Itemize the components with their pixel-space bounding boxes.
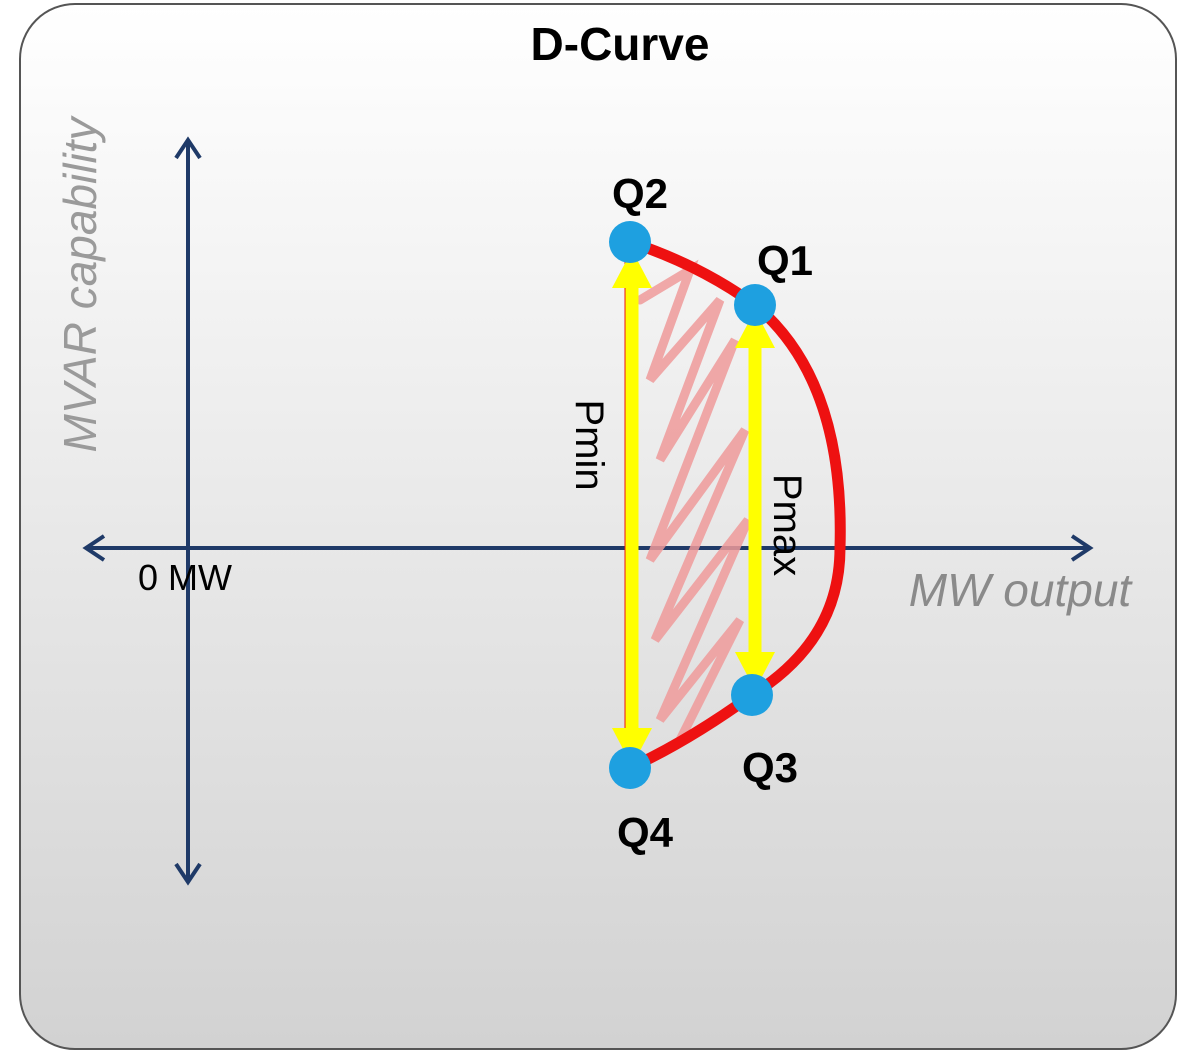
pmin-arrow <box>612 250 652 766</box>
point-label: Q2 <box>612 170 668 217</box>
pmax-arrow <box>735 310 775 690</box>
arrowhead <box>1070 534 1094 562</box>
point <box>734 284 776 326</box>
panel <box>19 3 1177 1050</box>
arrowhead <box>174 862 202 886</box>
arrowhead <box>174 136 202 160</box>
arrowhead <box>82 534 106 562</box>
d-curve <box>624 236 846 774</box>
point <box>609 747 651 789</box>
arrow-label: Pmin <box>567 399 611 490</box>
arrowhead <box>612 728 652 766</box>
title: D-Curve <box>531 18 710 70</box>
axes <box>82 136 1094 886</box>
arrowhead <box>735 652 775 690</box>
point <box>609 221 651 263</box>
x-axis-label: MW output <box>909 564 1134 616</box>
origin-label: 0 MW <box>138 557 232 598</box>
point-label: Q3 <box>742 744 798 791</box>
point-label: Q1 <box>757 237 813 284</box>
points <box>609 221 776 789</box>
y-axis-label: MVAR capability <box>54 115 106 453</box>
point-label: Q4 <box>617 809 674 856</box>
point <box>731 674 773 716</box>
arrow-label: Pmax <box>765 474 809 576</box>
arrowhead <box>735 310 775 348</box>
hatch <box>635 259 753 745</box>
arrowhead <box>612 250 652 288</box>
